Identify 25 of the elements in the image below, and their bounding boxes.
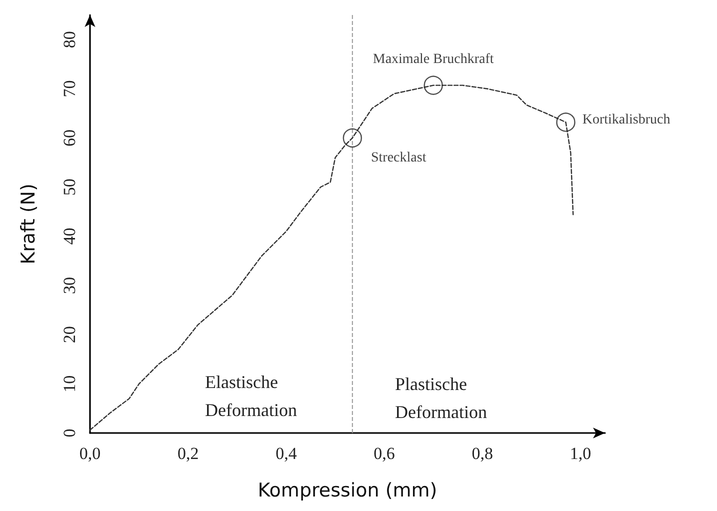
y-tick-label: 40 [60, 228, 79, 245]
point [424, 76, 443, 95]
x-tick-label: 0,8 [472, 444, 494, 463]
annotation: Elastische Deformation [205, 372, 297, 420]
y-tick-label: 50 [60, 178, 79, 196]
x-tick-label: 0,6 [374, 444, 395, 463]
y-tick-label: 0 [60, 428, 79, 438]
y-tick-label: 60 [60, 129, 79, 146]
y-tick-label: 10 [60, 375, 79, 392]
annotation: Maximale Bruchkraft [372, 52, 494, 68]
x-tick-label: 1,0 [570, 444, 592, 463]
y-tick-label: 30 [60, 276, 79, 294]
y-tick-label: 80 [60, 31, 79, 48]
y-tick-label: 70 [60, 80, 79, 98]
annotation: Plastische Deformation [395, 374, 487, 422]
x-axis-title: Kompression (mm) [258, 480, 438, 502]
point [556, 112, 576, 132]
x-tick-label: 0,2 [177, 444, 199, 463]
annotation: Strecklast [371, 150, 426, 166]
point [342, 128, 362, 148]
x-tick-label: 0,0 [79, 444, 101, 463]
x-tick-label: 0,4 [276, 444, 298, 463]
annotation: Kortikalisbruch [582, 112, 670, 128]
y-axis-title: Kraft (N) [18, 184, 40, 264]
y-tick-label: 20 [60, 326, 79, 344]
